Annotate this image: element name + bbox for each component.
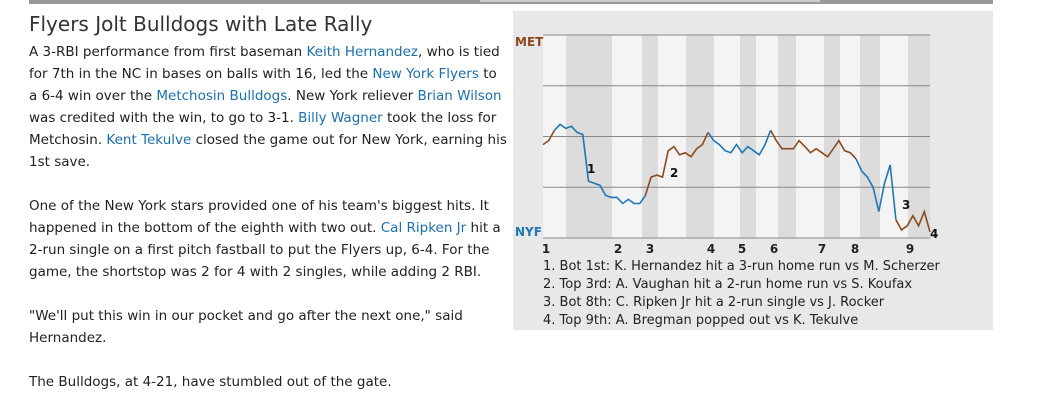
win-probability-line <box>542 130 931 233</box>
inning-label: 4 <box>707 242 715 256</box>
top-bar <box>29 0 993 4</box>
top-bar-highlight <box>480 0 820 2</box>
event-note: 1. Bot 1st: K. Hernandez hit a 3-run hom… <box>543 259 941 274</box>
event-note: 3. Bot 8th: C. Ripken Jr hit a 2-run sin… <box>543 295 885 310</box>
inning-label: 5 <box>738 242 746 256</box>
link[interactable]: Cal Ripken Jr <box>380 220 467 236</box>
text-run: hit a 2-run single on a first pitch fast… <box>29 220 501 280</box>
article-title: Flyers Jolt Bulldogs with Late Rally <box>29 12 373 36</box>
text-run: , who is tied for 7th in the NC in bases… <box>29 44 500 82</box>
win-probability-line <box>553 123 897 220</box>
text-run: closed the game out for New York, earnin… <box>29 132 507 170</box>
link[interactable]: New York Flyers <box>372 66 479 82</box>
text-run: "We'll put this win in our pocket and go… <box>29 308 463 346</box>
event-marker: 3 <box>902 198 910 212</box>
event-marker: 1 <box>587 162 595 176</box>
paragraph: One of the New York stars provided one o… <box>29 195 507 283</box>
inning-label: 9 <box>906 242 914 256</box>
event-note: 4. Top 9th: A. Bregman popped out vs K. … <box>543 313 858 328</box>
link[interactable]: Keith Hernandez <box>306 44 418 60</box>
text-run: . New York reliever <box>287 88 418 104</box>
text-run: was credited with the win, to go to 3-1. <box>29 110 299 126</box>
text-run: A 3-RBI performance from first baseman <box>29 44 307 60</box>
inning-label: 7 <box>818 242 826 256</box>
event-marker: 2 <box>670 166 678 180</box>
text-run: to a 6-4 win over the <box>29 66 497 104</box>
link[interactable]: Kent Tekulve <box>106 132 192 148</box>
article-body: A 3-RBI performance from first baseman K… <box>29 41 507 415</box>
paragraph: "We'll put this win in our pocket and go… <box>29 305 507 349</box>
paragraph: The Bulldogs, at 4-21, have stumbled out… <box>29 371 507 393</box>
link[interactable]: Metchosin Bulldogs <box>156 88 288 104</box>
inning-label: 1 <box>542 242 550 256</box>
inning-label: 8 <box>851 242 859 256</box>
event-marker: 4 <box>930 227 938 241</box>
inning-label: 6 <box>770 242 778 256</box>
bottom-team-label: NYF <box>515 225 542 239</box>
paragraph: A 3-RBI performance from first baseman K… <box>29 41 507 173</box>
inning-label: 2 <box>614 242 622 256</box>
link[interactable]: Billy Wagner <box>298 110 383 126</box>
link[interactable]: Brian Wilson <box>417 88 502 104</box>
event-note: 2. Top 3rd: A. Vaughan hit a 2-run home … <box>543 277 912 292</box>
inning-label: 3 <box>646 242 654 256</box>
text-run: took the loss for Metchosin. <box>29 110 497 148</box>
text-run: The Bulldogs, at 4-21, have stumbled out… <box>29 374 392 390</box>
top-team-label: MET <box>515 35 544 49</box>
text-run: One of the New York stars provided one o… <box>29 198 489 236</box>
